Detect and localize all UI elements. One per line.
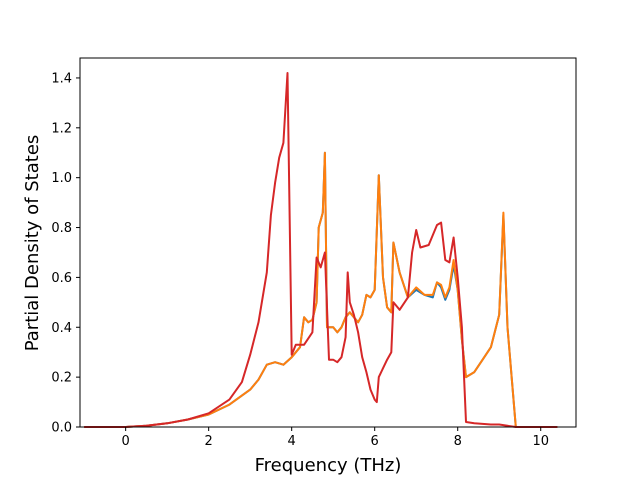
y-tick-label: 1.0	[51, 171, 72, 186]
y-tick-label: 0.6	[51, 271, 72, 286]
y-tick-label: 0.2	[51, 371, 72, 386]
y-axis-ticks: 0.0 0.2 0.4 0.6 0.8 1.0 1.2 1.4	[51, 71, 80, 436]
series-layer	[84, 72, 558, 428]
y-axis-label: Partial Density of States	[22, 135, 43, 352]
x-tick-label: 6	[371, 434, 379, 449]
plot-area-frame	[79, 57, 577, 428]
series-line-2	[84, 151, 558, 428]
x-tick-label: 8	[454, 434, 462, 449]
y-tick-label: 1.4	[51, 71, 72, 86]
x-tick-label: 4	[288, 434, 296, 449]
series-line-1	[84, 151, 558, 428]
x-tick-label: 2	[205, 434, 213, 449]
x-axis-label: Frequency (THz)	[255, 455, 402, 476]
y-tick-label: 0.8	[51, 221, 72, 236]
x-axis-ticks: 0 2 4 6 8 10	[122, 427, 549, 449]
y-tick-label: 0.0	[51, 421, 72, 436]
y-tick-label: 0.4	[51, 321, 72, 336]
x-tick-label: 0	[122, 434, 130, 449]
x-tick-label: 10	[532, 434, 549, 449]
series-line-3	[84, 72, 558, 428]
y-tick-label: 1.2	[51, 121, 72, 136]
